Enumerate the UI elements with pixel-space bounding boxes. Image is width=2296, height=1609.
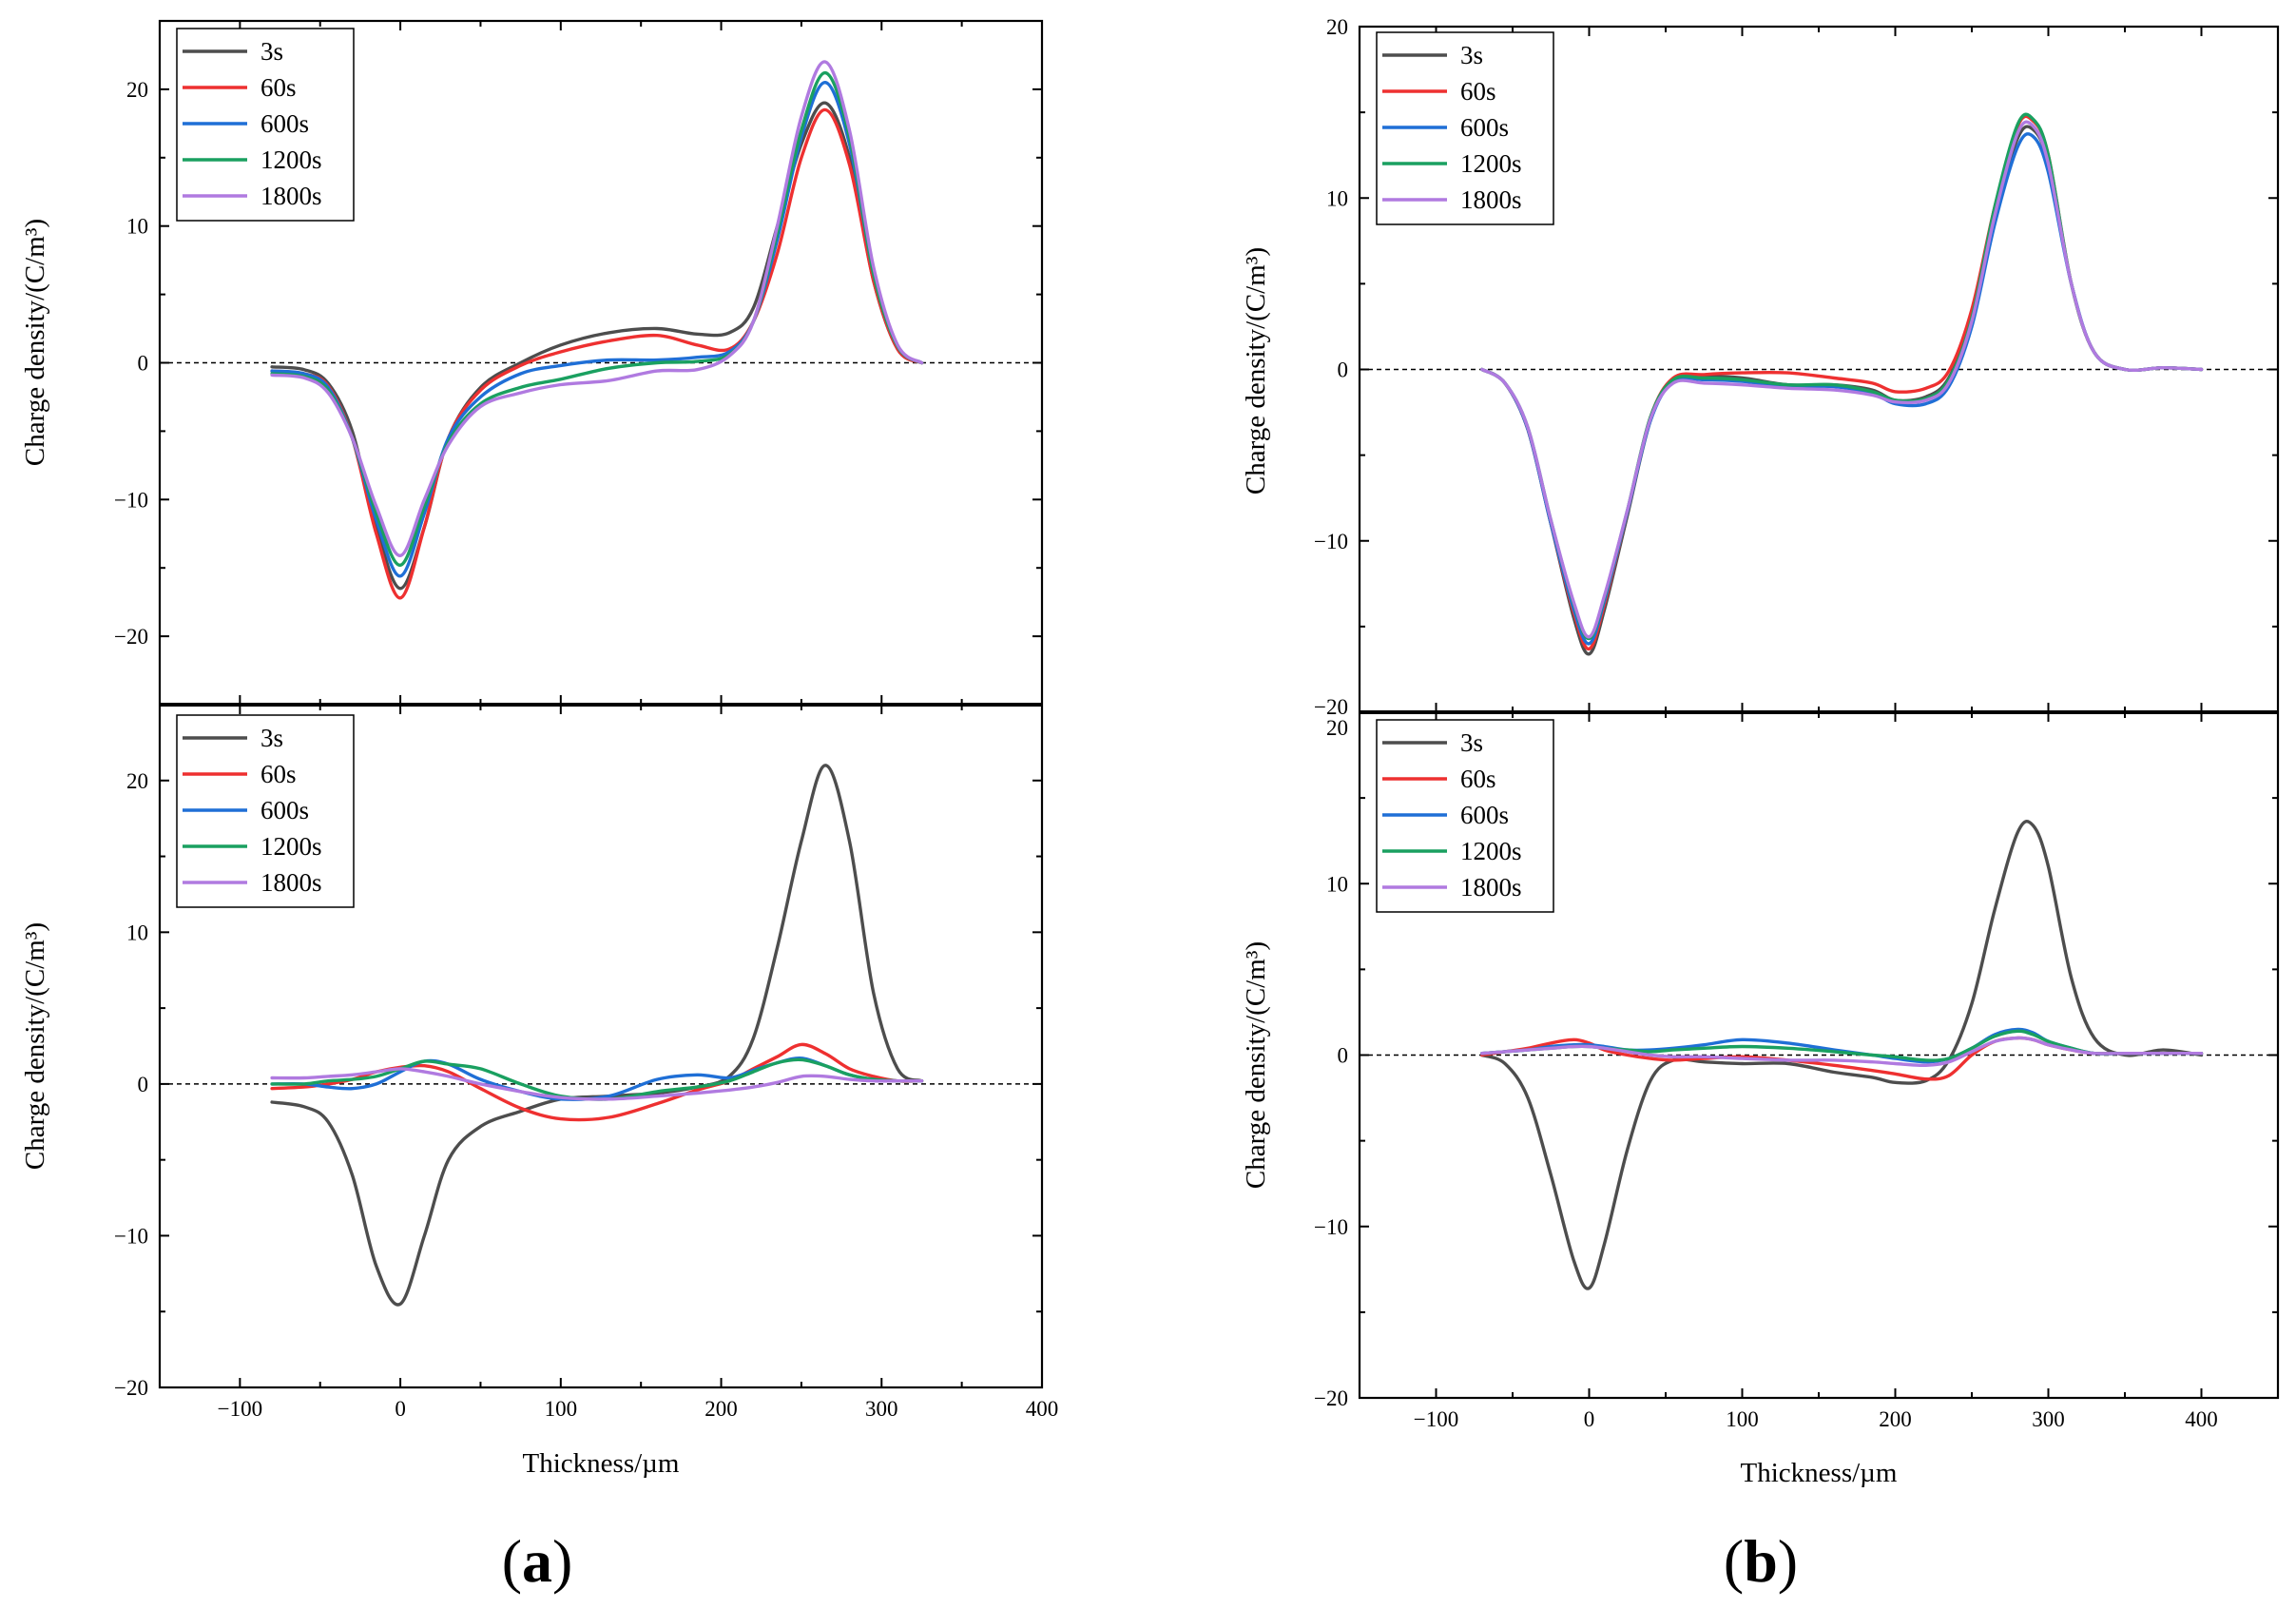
chart-2-legend-label-1200s: 1200s — [1460, 149, 1522, 178]
chart-3-xtick-label: 300 — [2032, 1407, 2065, 1431]
panel-label-b-letter: b — [1744, 1527, 1778, 1595]
chart-3-legend-label-1800s: 1800s — [1460, 873, 1522, 901]
chart-0-ytick-label: 10 — [126, 215, 148, 239]
panel-label-a-close: ) — [552, 1527, 572, 1595]
chart-1-legend: 3s 60s 600s 1200s 1800s — [176, 714, 355, 908]
plot-a-top-ylabel: Charge density/(C/m³) — [20, 219, 50, 466]
chart-3-legend-label-600s: 600s — [1460, 801, 1509, 829]
chart-1-legend-label-60s: 60s — [260, 760, 297, 788]
plot-a-bottom: −100 0 100 200 300 400−20−10010203s60s600s120… — [114, 704, 1059, 1421]
chart-0-legend-label-1200s: 1200s — [260, 145, 322, 174]
chart-1-legend-label-600s: 600s — [260, 796, 309, 824]
panel-label-a: (a) — [502, 1527, 573, 1595]
chart-0-ytick-label: 20 — [126, 78, 148, 102]
chart-3-series-1800s — [1480, 1036, 2204, 1068]
chart-1-series-3s — [270, 764, 924, 1307]
chart-3-xtick-label: 0 — [1584, 1407, 1595, 1431]
chart-0-ytick-label: 0 — [138, 352, 149, 376]
chart-0-series-600s — [270, 81, 924, 578]
chart-2-legend: 3s 60s 600s 1200s 1800s — [1376, 31, 1554, 225]
chart-1-ytick-label: 0 — [138, 1073, 149, 1096]
chart-3-xtick-label: −100 — [1414, 1407, 1458, 1431]
chart-1-xtick-label: 0 — [395, 1397, 406, 1421]
chart-3-legend-label-60s: 60s — [1460, 765, 1496, 793]
chart-0-series-60s — [270, 107, 924, 600]
chart-0-series-3s — [270, 101, 924, 591]
chart-0-series-1200s — [270, 70, 924, 567]
chart-1-legend-label-3s: 3s — [260, 724, 283, 752]
chart-0-legend-label-600s: 600s — [260, 109, 309, 138]
chart-0-ytick-label: −10 — [114, 488, 148, 512]
chart-2-series-600s — [1480, 132, 2204, 646]
chart-3-ytick-label: 0 — [1338, 1044, 1349, 1068]
chart-1-legend-label-1800s: 1800s — [260, 868, 322, 897]
chart-2-legend-label-600s: 600s — [1460, 113, 1509, 142]
chart-3-xtick-label: 400 — [2185, 1407, 2218, 1431]
chart-2-series-60s — [1480, 114, 2204, 650]
panel-label-b-close: ) — [1778, 1527, 1798, 1595]
chart-2-ytick-label: −10 — [1314, 530, 1348, 553]
panel-label-b-open: ( — [1724, 1527, 1744, 1595]
chart-2-series-1200s — [1480, 112, 2204, 641]
chart-0-legend-label-1800s: 1800s — [260, 182, 322, 210]
plot-b-xlabel: Thickness/µm — [1741, 1458, 1898, 1488]
chart-3-legend-label-3s: 3s — [1460, 728, 1483, 757]
plot-a-xlabel: Thickness/µm — [523, 1448, 680, 1479]
panel-label-a-letter: a — [522, 1527, 552, 1595]
chart-1-ytick-label: −10 — [114, 1224, 148, 1248]
plot-b-top-ylabel: Charge density/(C/m³) — [1241, 247, 1271, 494]
chart-3-legend: 3s 60s 600s 1200s 1800s — [1376, 719, 1554, 913]
chart-1-ytick-label: −20 — [114, 1376, 148, 1400]
chart-0-legend: 3s 60s 600s 1200s 1800s — [176, 28, 355, 222]
chart-1-xtick-label: 100 — [545, 1397, 578, 1421]
chart-1-xtick-label: 400 — [1026, 1397, 1059, 1421]
chart-2-ytick-label: −20 — [1314, 695, 1348, 719]
panel-label-a-open: ( — [502, 1527, 522, 1595]
chart-0-legend-label-60s: 60s — [260, 73, 297, 102]
chart-2-legend-label-1800s: 1800s — [1460, 185, 1522, 214]
chart-3-legend-label-1200s: 1200s — [1460, 837, 1522, 865]
chart-3-ytick-label: 20 — [1326, 716, 1348, 740]
chart-0-legend-label-3s: 3s — [260, 37, 283, 66]
chart-2-ytick-label: 0 — [1338, 359, 1349, 382]
chart-1-legend-label-1200s: 1200s — [260, 832, 322, 861]
plot-a-bottom-ylabel: Charge density/(C/m³) — [20, 922, 50, 1170]
panel-label-b: (b) — [1724, 1527, 1798, 1595]
chart-1-xtick-label: 200 — [704, 1397, 738, 1421]
chart-2-legend-label-3s: 3s — [1460, 41, 1483, 69]
chart-3-xtick-label: 100 — [1726, 1407, 1759, 1431]
chart-1-series-1200s — [270, 1057, 924, 1101]
chart-1-ytick-label: 20 — [126, 769, 148, 793]
chart-1-xtick-label: 300 — [865, 1397, 898, 1421]
plot-a-top: −20 −10 0 10 20 3s 60s 600s 1200s 1800s — [114, 20, 1043, 706]
chart-2-series-1800s — [1480, 120, 2204, 639]
chart-1-series-1800s — [270, 1067, 924, 1101]
chart-2-ytick-label: 10 — [1326, 186, 1348, 210]
plot-b-bottom-ylabel: Charge density/(C/m³) — [1241, 941, 1271, 1189]
plot-b-bottom: −100 0 100 200 300 400−20−10010203s60s600s120… — [1314, 711, 2279, 1431]
chart-2-legend-box — [1376, 31, 1554, 225]
chart-2-legend-label-60s: 60s — [1460, 77, 1496, 106]
chart-3-series-3s — [1480, 820, 2204, 1290]
chart-3-ytick-label: 10 — [1326, 872, 1348, 896]
chart-3-ytick-label: −10 — [1314, 1215, 1348, 1239]
chart-1-ytick-label: 10 — [126, 921, 148, 944]
chart-2-ytick-label: 20 — [1326, 15, 1348, 39]
chart-1-series-60s — [270, 1042, 924, 1122]
plot-b-top: −20 −10 0 10 20 3s 60s 600s 1200s 1800s — [1314, 15, 2279, 719]
chart-3-xtick-label: 200 — [1879, 1407, 1912, 1431]
chart-0-series-1800s — [270, 60, 924, 557]
chart-3-ytick-label: −20 — [1314, 1386, 1348, 1410]
chart-0-ytick-label: −20 — [114, 625, 148, 649]
chart-1-xtick-label: −100 — [218, 1397, 262, 1421]
